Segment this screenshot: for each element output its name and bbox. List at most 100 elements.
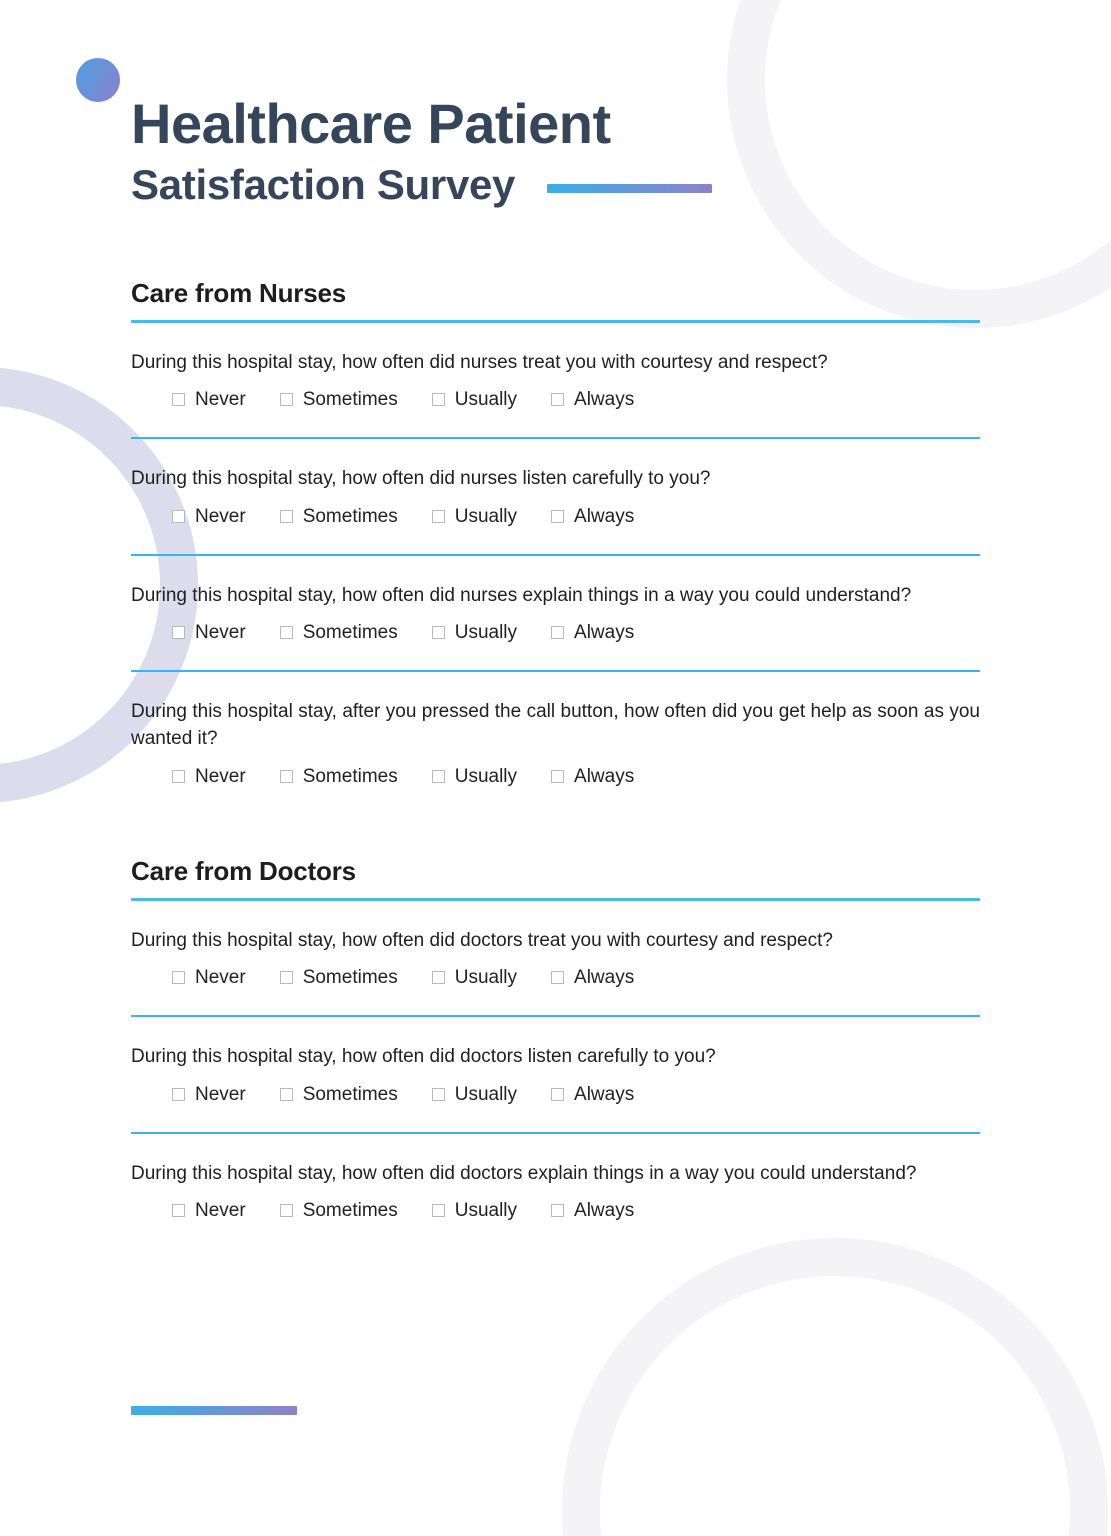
question-block: During this hospital stay, how often did… <box>131 582 980 673</box>
question-block: During this hospital stay, how often did… <box>131 1043 980 1134</box>
checkbox-icon[interactable] <box>172 1203 185 1217</box>
option-usually[interactable]: Usually <box>431 1085 517 1104</box>
survey-section: Care from Nurses During this hospital sta… <box>0 278 1111 786</box>
option-label: Usually <box>454 622 518 644</box>
title-block: Healthcare Patient Satisfaction Survey <box>0 0 1111 206</box>
question-block: During this hospital stay, how often did… <box>131 927 980 1018</box>
checkbox-icon[interactable] <box>431 509 445 523</box>
answer-options-row: Never Sometimes Usually Always <box>131 507 980 526</box>
option-never[interactable]: Never <box>172 767 246 786</box>
checkbox-icon[interactable] <box>172 509 185 523</box>
footer-gradient-rule <box>131 1406 297 1415</box>
checkbox-icon[interactable] <box>279 1203 293 1217</box>
option-always[interactable]: Always <box>551 968 634 987</box>
checkbox-icon[interactable] <box>279 393 293 407</box>
section-heading: Care from Doctors <box>131 855 356 886</box>
checkbox-icon[interactable] <box>551 1203 565 1217</box>
checkbox-icon[interactable] <box>172 1087 185 1101</box>
checkbox-icon[interactable] <box>279 509 293 523</box>
option-usually[interactable]: Usually <box>431 967 518 989</box>
option-sometimes[interactable]: Sometimes <box>279 967 398 989</box>
option-label: Sometimes <box>302 1083 398 1105</box>
checkbox-icon[interactable] <box>172 393 185 407</box>
option-usually[interactable]: Usually <box>431 767 517 786</box>
option-usually[interactable]: Usually <box>431 507 517 526</box>
question-separator <box>131 437 980 440</box>
checkbox-icon[interactable] <box>279 769 293 783</box>
checkbox-icon[interactable] <box>279 626 293 640</box>
checkbox-icon[interactable] <box>172 769 185 783</box>
option-always[interactable]: Always <box>551 507 634 526</box>
checkbox-icon[interactable] <box>279 1087 293 1101</box>
question-block: During this hospital stay, how often did… <box>131 465 980 556</box>
option-label: Always <box>574 389 635 411</box>
option-never[interactable]: Never <box>172 1201 246 1220</box>
question-text: During this hospital stay, how often did… <box>131 929 833 951</box>
checkbox-icon[interactable] <box>431 971 445 985</box>
option-label: Always <box>574 1199 635 1221</box>
option-sometimes[interactable]: Sometimes <box>279 765 398 787</box>
survey-section: Care from Doctors During this hospital st… <box>0 856 1111 1220</box>
option-usually[interactable]: Usually <box>431 389 518 411</box>
option-always[interactable]: Always <box>551 390 634 409</box>
option-label: Never <box>195 505 246 527</box>
checkbox-icon[interactable] <box>172 971 185 985</box>
document-header: Healthcare Patient Satisfaction Survey <box>0 0 1111 206</box>
question-separator <box>131 1131 980 1134</box>
option-label: Sometimes <box>302 622 398 644</box>
title-gradient-rule <box>547 183 713 193</box>
option-label: Never <box>195 765 246 787</box>
option-sometimes[interactable]: Sometimes <box>279 505 398 527</box>
option-always[interactable]: Always <box>551 1085 634 1104</box>
answer-options-row: Never Sometimes Usually Always <box>131 1085 980 1104</box>
question-separator <box>131 553 980 556</box>
checkbox-icon[interactable] <box>551 971 565 985</box>
section-heading: Care from Nurses <box>131 278 346 308</box>
option-always[interactable]: Always <box>551 1201 634 1220</box>
option-sometimes[interactable]: Sometimes <box>279 1201 398 1220</box>
section-underline <box>131 320 980 323</box>
option-sometimes[interactable]: Sometimes <box>279 1083 398 1105</box>
option-sometimes[interactable]: Sometimes <box>279 622 398 644</box>
option-label: Usually <box>454 967 518 989</box>
option-never[interactable]: Never <box>172 623 246 642</box>
option-never[interactable]: Never <box>172 1085 246 1104</box>
checkbox-icon[interactable] <box>172 626 185 640</box>
checkbox-icon[interactable] <box>551 769 565 783</box>
question-text: During this hospital stay, after you pre… <box>131 701 980 750</box>
option-always[interactable]: Always <box>551 623 634 642</box>
checkbox-icon[interactable] <box>279 971 293 985</box>
checkbox-icon[interactable] <box>551 626 565 640</box>
option-label: Never <box>195 389 246 411</box>
option-usually[interactable]: Usually <box>431 1199 518 1221</box>
checkbox-icon[interactable] <box>551 509 565 523</box>
question-block: During this hospital stay, how often did… <box>131 1160 980 1220</box>
answer-options-row: Never Sometimes Usually Always <box>131 968 980 987</box>
checkbox-icon[interactable] <box>551 393 565 407</box>
option-never[interactable]: Never <box>172 507 246 526</box>
option-label: Always <box>574 1083 635 1105</box>
option-label: Always <box>574 967 635 989</box>
document-title-primary: Healthcare Patient <box>131 92 611 155</box>
option-label: Usually <box>454 389 518 411</box>
option-label: Sometimes <box>302 967 398 989</box>
question-text: During this hospital stay, how often did… <box>131 468 711 490</box>
option-label: Usually <box>454 1199 518 1221</box>
checkbox-icon[interactable] <box>431 769 445 783</box>
option-label: Sometimes <box>302 765 398 787</box>
checkbox-icon[interactable] <box>431 393 445 407</box>
option-sometimes[interactable]: Sometimes <box>279 390 398 409</box>
option-label: Never <box>195 1083 246 1105</box>
option-label: Sometimes <box>302 505 398 527</box>
checkbox-icon[interactable] <box>551 1087 565 1101</box>
option-always[interactable]: Always <box>551 767 634 786</box>
checkbox-icon[interactable] <box>431 1087 445 1101</box>
survey-sections: Care from Nurses During this hospital sta… <box>0 278 1111 1220</box>
checkbox-icon[interactable] <box>431 1203 445 1217</box>
option-never[interactable]: Never <box>172 968 246 987</box>
option-label: Never <box>195 622 246 644</box>
option-usually[interactable]: Usually <box>431 622 518 644</box>
option-never[interactable]: Never <box>172 390 246 409</box>
checkbox-icon[interactable] <box>431 626 445 640</box>
